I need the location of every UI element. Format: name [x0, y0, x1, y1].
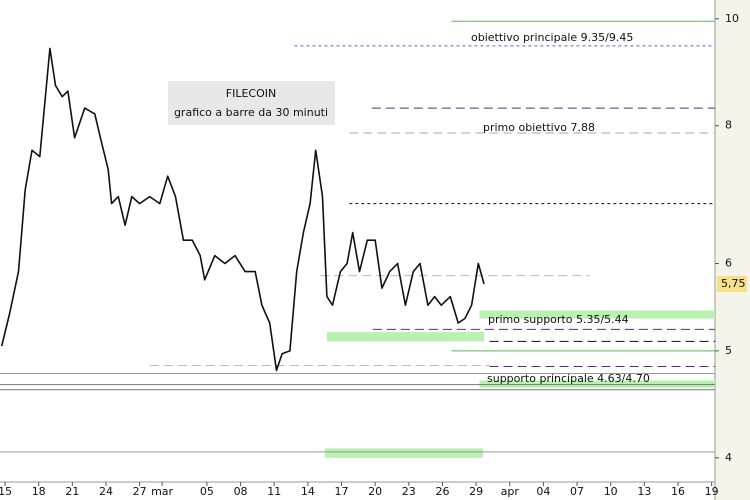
- x-tick-label: 24: [99, 485, 113, 498]
- y-tick-label: 6: [725, 257, 732, 270]
- title-box: [168, 81, 335, 125]
- x-tick-label: 21: [65, 485, 79, 498]
- chart-subtitle: grafico a barre da 30 minuti: [174, 106, 328, 119]
- last-price-label: 5,75: [721, 277, 746, 290]
- chart-title: FILECOIN: [226, 87, 276, 100]
- zone-band: [479, 310, 715, 319]
- x-tick-label: 23: [402, 485, 416, 498]
- x-tick-label: mar: [151, 485, 173, 498]
- x-tick-label: 05: [200, 485, 214, 498]
- level-annotation: supporto principale 4.63/4.70: [487, 372, 650, 385]
- level-annotation: primo supporto 5.35/5.44: [488, 313, 629, 326]
- x-tick-label: 19: [705, 485, 719, 498]
- y-tick-label: 10: [725, 12, 739, 25]
- y-tick-label: 4: [725, 451, 732, 464]
- x-tick-label: 29: [469, 485, 483, 498]
- x-tick-label: apr: [501, 485, 520, 498]
- x-tick-label: 17: [335, 485, 349, 498]
- x-tick-label: 18: [32, 485, 46, 498]
- price-axis-panel: [715, 0, 750, 500]
- zone-band: [479, 380, 715, 388]
- x-tick-label: 26: [435, 485, 449, 498]
- x-tick-label: 11: [267, 485, 281, 498]
- level-annotation: obiettivo principale 9.35/9.45: [471, 31, 633, 44]
- x-tick-label: 14: [301, 485, 315, 498]
- x-tick-label: 13: [637, 485, 651, 498]
- x-tick-label: 04: [536, 485, 550, 498]
- x-tick-label: 15: [0, 485, 12, 498]
- y-tick-label: 8: [725, 119, 732, 132]
- x-tick-label: 27: [133, 485, 147, 498]
- x-tick-label: 08: [234, 485, 248, 498]
- zone-band: [326, 332, 484, 342]
- last-price-box: [717, 275, 747, 292]
- x-tick-label: 10: [604, 485, 618, 498]
- y-tick-label: 5: [725, 344, 732, 357]
- x-tick-label: 20: [368, 485, 382, 498]
- x-tick-label: 07: [570, 485, 584, 498]
- zone-band: [324, 448, 483, 458]
- price-line: [0, 47, 485, 372]
- level-annotation: primo obiettivo 7.88: [483, 121, 595, 134]
- x-tick-label: 16: [671, 485, 685, 498]
